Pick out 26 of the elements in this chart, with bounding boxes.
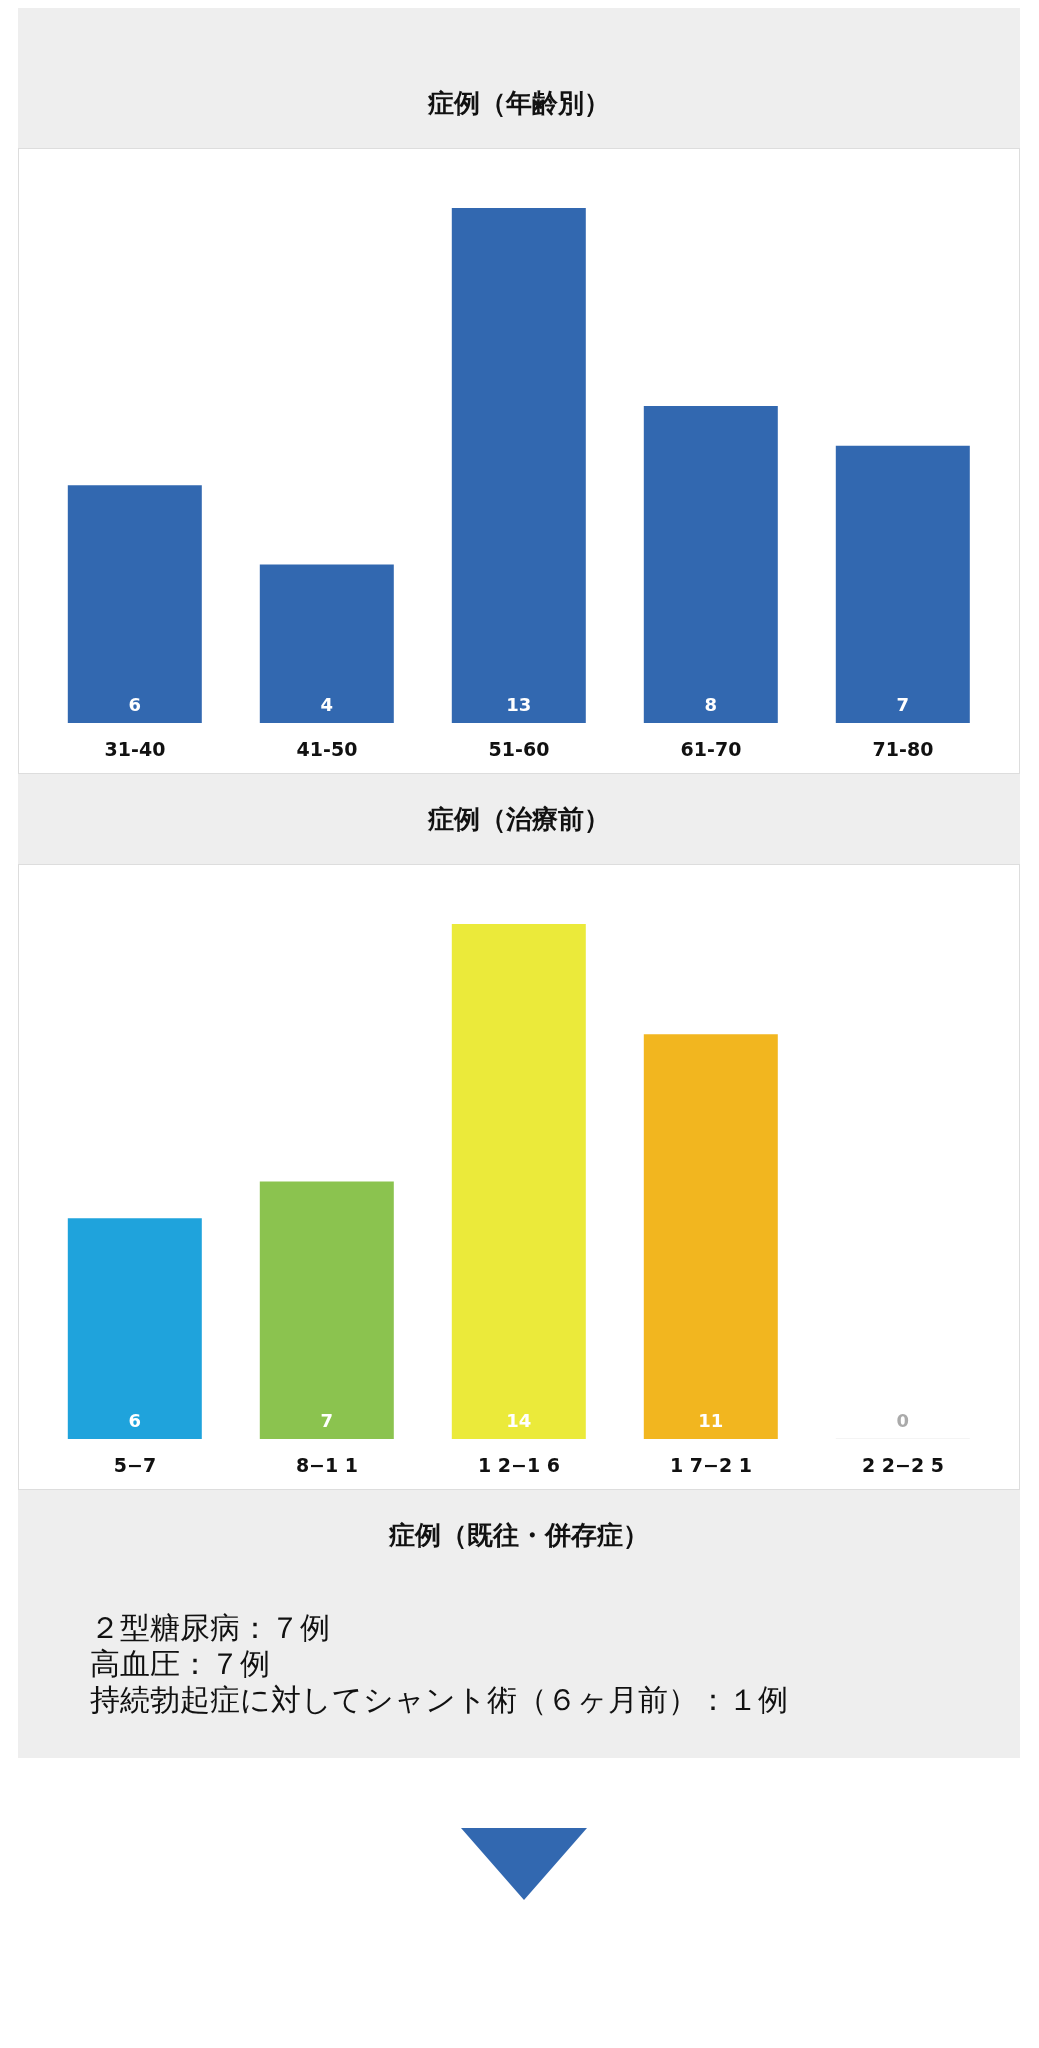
text: ２型糖尿病：７例 — [90, 1610, 331, 1646]
data-label: 7 — [320, 1410, 334, 1431]
data-label: 6 — [128, 1410, 142, 1431]
data-label: 7 — [896, 694, 910, 715]
data-label: 11 — [698, 1410, 724, 1431]
x-tick-label: 71-80 — [872, 738, 934, 761]
x-tick-label: 61-70 — [680, 738, 742, 761]
text: 持続勃起症に対してシャント術（６ヶ月前）：１例 — [90, 1682, 789, 1718]
text: 症例（既往・併存症） — [387, 1518, 650, 1552]
x-tick-label: 5−7 — [113, 1454, 157, 1477]
x-tick-label: 1 2−1 6 — [477, 1454, 561, 1477]
x-tick-label: 2 2−2 5 — [861, 1454, 945, 1477]
x-tick-label: 41-50 — [296, 738, 358, 761]
chart-title: 症例（治療前） — [426, 802, 611, 836]
data-label: 8 — [704, 694, 718, 715]
chart-title: 症例（年齢別） — [426, 86, 611, 120]
data-label: 0 — [896, 1410, 910, 1431]
x-tick-label: 51-60 — [488, 738, 550, 761]
data-label: 14 — [506, 1410, 532, 1431]
data-label: 4 — [320, 694, 334, 715]
text: 高血圧：７例 — [90, 1646, 271, 1682]
x-tick-label: 31-40 — [104, 738, 166, 761]
data-label: 13 — [506, 694, 532, 715]
x-tick-label: 1 7−2 1 — [669, 1454, 753, 1477]
data-label: 6 — [128, 694, 142, 715]
x-tick-label: 8−1 1 — [295, 1454, 359, 1477]
